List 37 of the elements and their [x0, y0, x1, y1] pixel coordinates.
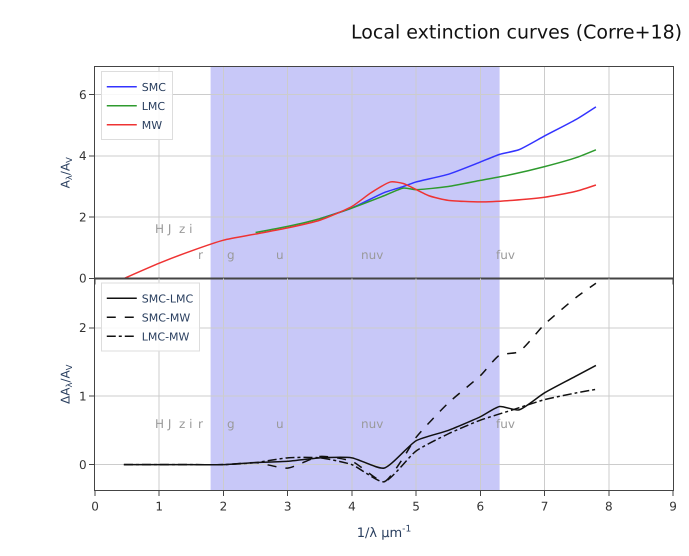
legend-label: SMC-LMC [142, 292, 194, 306]
annotation: g [227, 417, 235, 431]
x-tick-label: 0 [91, 499, 99, 514]
annotation: H J z i [155, 417, 192, 431]
x-tick-label: 3 [284, 499, 292, 514]
x-tick-label: 1 [155, 499, 164, 514]
annotation: u [276, 248, 284, 262]
x-axis-title: 1/λ μm$^{-1}$ [356, 524, 412, 541]
y-tick-label: 0 [78, 458, 87, 472]
annotation: g [227, 248, 235, 262]
annotation: u [276, 417, 284, 431]
legend-label: LMC-MW [142, 330, 190, 344]
x-tick-label: 4 [348, 499, 356, 514]
x-tick-label: 5 [412, 499, 420, 514]
annotation: fuv [496, 248, 515, 262]
annotation: fuv [496, 417, 515, 431]
chart-title: Local extinction curves (Corre+18) [351, 21, 682, 44]
x-tick-label: 7 [540, 499, 548, 514]
x-tick-label: 9 [669, 499, 677, 514]
legend-label: SMC [142, 81, 166, 94]
annotation: r [198, 248, 203, 262]
y-tick-label: 6 [78, 88, 87, 102]
x-tick-label: 6 [476, 499, 484, 514]
x-tick-label: 2 [220, 499, 228, 514]
legend-label: SMC-MW [142, 312, 190, 325]
annotation: H J z i [155, 222, 192, 236]
y-tick-label: 4 [78, 149, 87, 164]
annotation: nuv [361, 417, 384, 431]
x-tick-label: 8 [604, 499, 613, 514]
y-tick-label: 0 [78, 272, 87, 286]
y-tick-label: 1 [78, 389, 87, 404]
annotation: nuv [361, 248, 384, 262]
legend-label: LMC [142, 100, 166, 114]
annotation: r [198, 417, 203, 431]
y-tick-label: 2 [78, 210, 87, 224]
legend-label: MW [142, 119, 162, 132]
y-tick-label: 2 [78, 320, 87, 335]
